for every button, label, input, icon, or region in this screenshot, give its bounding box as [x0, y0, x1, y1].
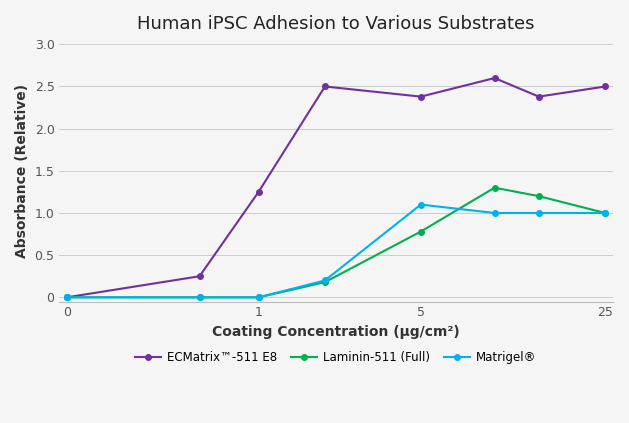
Y-axis label: Absorbance (Relative): Absorbance (Relative) [15, 84, 29, 258]
Laminin-511 (Full) [255, 295, 262, 300]
Matrigel® [417, 202, 425, 207]
Matrigel® [63, 295, 70, 300]
Matrigel® [255, 295, 262, 300]
Laminin-511 (Full) [601, 211, 609, 216]
Laminin-511 (Full) [196, 295, 203, 300]
Matrigel® [535, 211, 543, 216]
Line: Matrigel®: Matrigel® [64, 202, 608, 300]
Laminin-511 (Full) [63, 295, 70, 300]
Matrigel® [491, 211, 498, 216]
Legend: ECMatrix™-511 E8, Laminin-511 (Full), Matrigel®: ECMatrix™-511 E8, Laminin-511 (Full), Ma… [131, 346, 542, 369]
Matrigel® [601, 211, 609, 216]
Laminin-511 (Full) [321, 280, 329, 285]
ECMatrix™-511 E8 [601, 84, 609, 89]
Laminin-511 (Full) [417, 229, 425, 234]
ECMatrix™-511 E8 [321, 84, 329, 89]
ECMatrix™-511 E8 [535, 94, 543, 99]
ECMatrix™-511 E8 [491, 76, 498, 81]
ECMatrix™-511 E8 [255, 190, 262, 195]
ECMatrix™-511 E8 [196, 274, 203, 279]
X-axis label: Coating Concentration (μg/cm²): Coating Concentration (μg/cm²) [212, 325, 460, 339]
Laminin-511 (Full) [535, 194, 543, 199]
Line: ECMatrix™-511 E8: ECMatrix™-511 E8 [64, 75, 608, 300]
Matrigel® [196, 295, 203, 300]
Matrigel® [321, 278, 329, 283]
ECMatrix™-511 E8 [417, 94, 425, 99]
ECMatrix™-511 E8 [63, 295, 70, 300]
Laminin-511 (Full) [491, 185, 498, 190]
Title: Human iPSC Adhesion to Various Substrates: Human iPSC Adhesion to Various Substrate… [137, 15, 535, 33]
Line: Laminin-511 (Full): Laminin-511 (Full) [64, 185, 608, 300]
